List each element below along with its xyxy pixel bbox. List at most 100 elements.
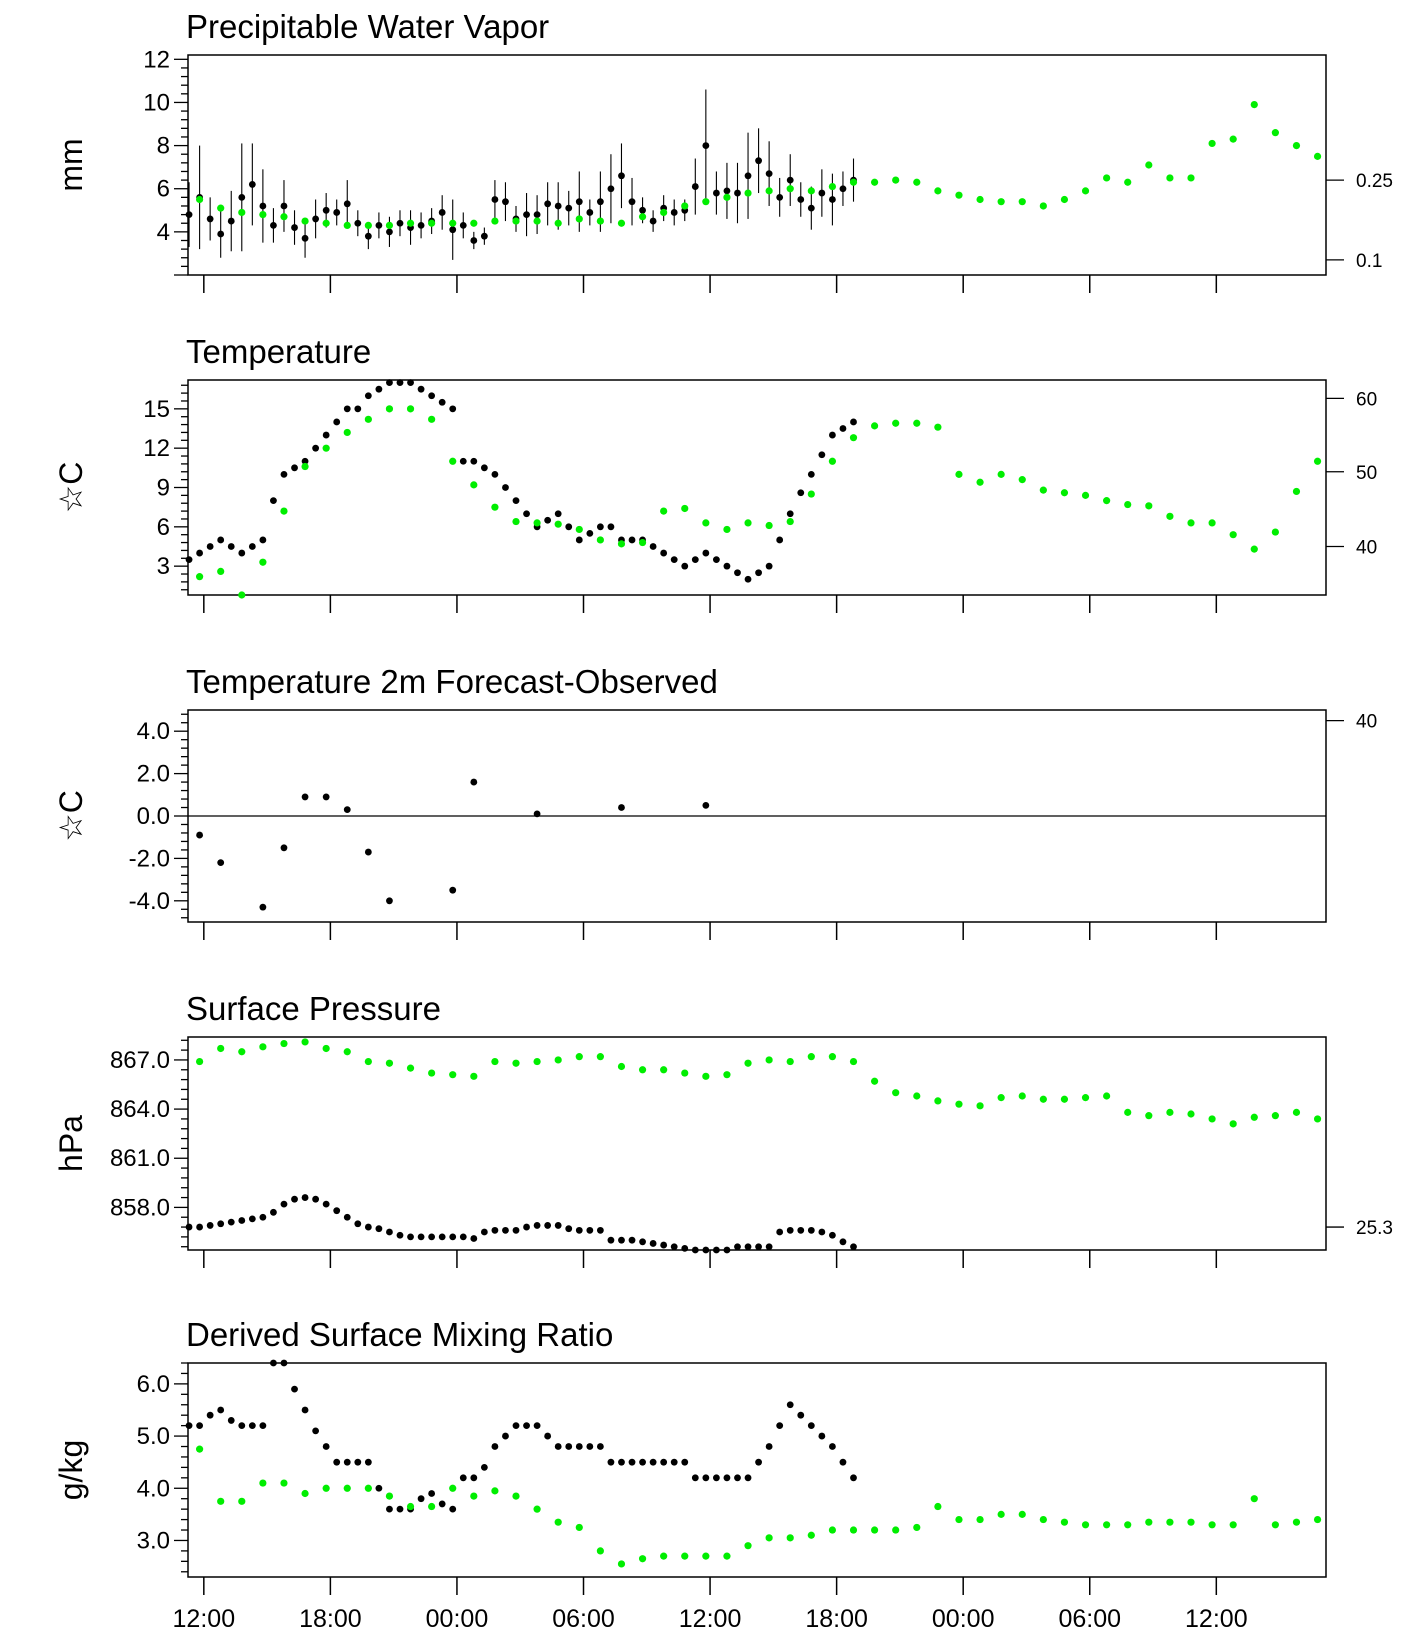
- observed-point: [301, 1194, 309, 1201]
- observed-point: [270, 1208, 277, 1216]
- observed-point: [364, 392, 372, 400]
- forecast-point: [1124, 500, 1132, 509]
- forecast-point: [744, 1059, 752, 1067]
- observed-point: [301, 1406, 309, 1414]
- forecast-point: [913, 1092, 921, 1100]
- forecast-point: [976, 195, 984, 204]
- observed-point: [407, 379, 414, 387]
- observed-point: [449, 226, 457, 234]
- forecast-point: [238, 208, 246, 217]
- observed-point: [343, 1213, 351, 1221]
- forecast-point: [744, 1542, 752, 1550]
- y-tick-label: 10: [143, 89, 170, 116]
- forecast-point: [385, 1059, 394, 1067]
- observed-point: [807, 1226, 815, 1234]
- observed-point: [280, 1359, 288, 1367]
- observed-point: [491, 1226, 499, 1234]
- observed-point: [375, 385, 383, 393]
- observed-point: [786, 1401, 794, 1409]
- observed-point: [807, 204, 815, 212]
- observed-point: [565, 1225, 573, 1233]
- forecast-point: [870, 1526, 879, 1534]
- observed-point: [607, 1458, 615, 1466]
- forecast-point: [1250, 1113, 1258, 1121]
- observed-point: [755, 1458, 762, 1466]
- forecast-point: [238, 1497, 246, 1505]
- observed-point: [786, 510, 794, 518]
- observed-point: [270, 497, 277, 505]
- forecast-point: [913, 419, 921, 427]
- observed-point: [649, 1240, 657, 1247]
- observed-point: [523, 1422, 530, 1430]
- forecast-point: [406, 1502, 415, 1511]
- observed-point: [196, 1223, 204, 1231]
- observed-point: [628, 536, 636, 544]
- forecast-point: [449, 219, 457, 227]
- forecast-point: [1018, 476, 1026, 484]
- forecast-point: [428, 219, 436, 227]
- forecast-point: [1208, 519, 1216, 527]
- observed-point: [417, 221, 425, 229]
- forecast-point: [1081, 187, 1090, 195]
- observed-point: [702, 549, 710, 557]
- observed-point: [544, 1432, 552, 1440]
- observed-point: [586, 209, 594, 216]
- observed-point: [333, 418, 341, 426]
- observed-point: [544, 200, 552, 208]
- plot-frame: [187, 1362, 1327, 1578]
- forecast-point: [280, 1479, 288, 1487]
- plot-frame: [187, 1036, 1327, 1251]
- forecast-point: [638, 1555, 647, 1563]
- forecast-point: [322, 219, 330, 227]
- observed-point: [259, 903, 267, 911]
- observed-point: [565, 1443, 573, 1450]
- forecast-point: [259, 211, 267, 219]
- x-tick-label: 00:00: [932, 1605, 995, 1633]
- observed-point: [238, 549, 246, 557]
- forecast-point: [807, 1531, 815, 1539]
- forecast-point: [997, 1094, 1005, 1102]
- forecast-point: [449, 457, 457, 465]
- y-axis-label: g/kg: [53, 1440, 89, 1500]
- forecast-point: [322, 1484, 330, 1492]
- forecast-point: [1145, 1112, 1153, 1120]
- observed-point: [322, 1200, 330, 1208]
- observed-point: [712, 1246, 720, 1254]
- observed-point: [723, 1246, 731, 1254]
- forecast-point: [449, 1071, 457, 1079]
- forecast-point: [217, 567, 225, 576]
- observed-point: [396, 1505, 404, 1513]
- forecast-point: [849, 178, 858, 186]
- forecast-point: [934, 1502, 942, 1511]
- observed-point: [333, 1207, 341, 1215]
- y-tick-label: 4.0: [137, 718, 170, 745]
- forecast-point: [617, 219, 626, 227]
- observed-point: [196, 1422, 204, 1430]
- observed-point: [280, 470, 288, 478]
- data-series-1: [185, 89, 857, 260]
- observed-point: [776, 1228, 784, 1236]
- observed-point: [259, 1422, 267, 1430]
- forecast-point: [638, 213, 647, 221]
- forecast-point: [533, 519, 541, 527]
- forecast-point: [470, 1492, 478, 1500]
- observed-point: [596, 1226, 604, 1234]
- right-axis-label: 60: [1356, 389, 1377, 410]
- forecast-point: [259, 1479, 267, 1487]
- forecast-point: [1145, 161, 1153, 169]
- observed-point: [386, 1228, 393, 1236]
- forecast-point: [870, 422, 879, 430]
- forecast-point: [217, 1044, 225, 1053]
- observed-point: [512, 1422, 520, 1430]
- observed-point: [470, 1235, 478, 1242]
- x-tick-label: 18:00: [299, 1605, 362, 1633]
- observed-point: [829, 1231, 836, 1239]
- y-tick-label: 6: [157, 176, 170, 203]
- observed-point: [776, 193, 784, 201]
- observed-point: [734, 1243, 741, 1251]
- forecast-point: [449, 1484, 457, 1492]
- observed-point: [343, 405, 351, 413]
- forecast-point: [364, 1057, 372, 1066]
- forecast-point: [322, 1044, 330, 1053]
- observed-point: [438, 398, 446, 406]
